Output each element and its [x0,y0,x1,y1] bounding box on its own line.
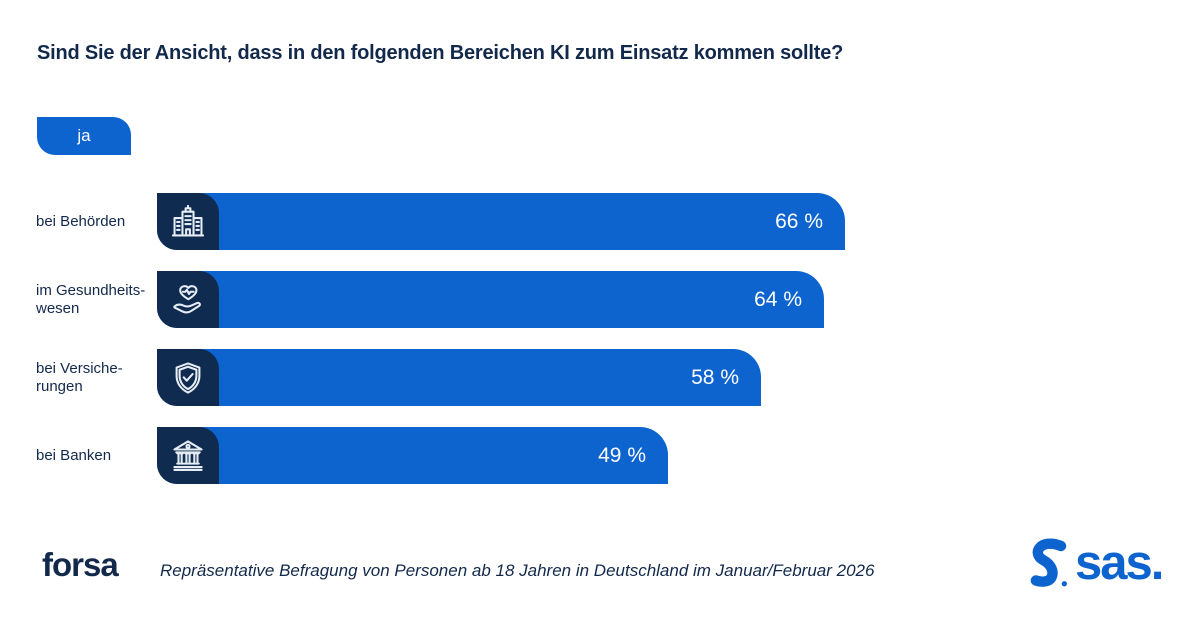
category-label: bei Banken [36,446,112,464]
value-label: 64 % [754,287,802,311]
icon-tile [157,271,219,328]
value-label: 49 % [598,443,646,467]
bar-wrap: 66 % [157,193,845,250]
chart-row: im Gesundheits-wesen 64 % [36,271,845,328]
value-label: 58 % [691,365,739,389]
bar-wrap: 49 % [157,427,668,484]
icon-tile [157,427,219,484]
bank-icon [173,439,203,471]
insurance-shield-check-icon [175,361,201,394]
chart-row: bei Versiche-rungen 58 % [36,349,845,406]
value-bar: 58 % [157,349,761,406]
sas-logo: sas. [1026,536,1164,591]
category-label: bei Versiche-rungen [36,359,123,395]
chart-row: bei Banken 49 % [36,427,845,484]
sas-logo-text: sas. [1075,536,1164,590]
bar-chart: bei Behörden 66 % im Gesundheits-wesen 64… [36,193,845,505]
chart-row: bei Behörden 66 % [36,193,845,250]
survey-note: Repräsentative Befragung von Personen ab… [160,561,875,580]
category-label: bei Behörden [36,212,126,230]
answer-badge-label: ja [77,126,91,145]
healthcare-hand-heart-icon [173,284,201,313]
sas-swirl-icon [1030,538,1067,587]
value-bar: 66 % [157,193,845,250]
icon-tile [157,193,219,250]
answer-badge: ja [37,117,131,155]
government-building-icon [171,204,205,236]
page-title: Sind Sie der Ansicht, dass in den folgen… [37,42,844,64]
value-bar: 64 % [157,271,824,328]
bar-wrap: 58 % [157,349,761,406]
value-label: 66 % [775,209,823,233]
icon-tile [157,349,219,406]
category-label: im Gesundheits-wesen [36,281,146,317]
value-bar: 49 % [157,427,668,484]
forsa-logo: forsa [42,546,119,583]
bar-wrap: 64 % [157,271,824,328]
